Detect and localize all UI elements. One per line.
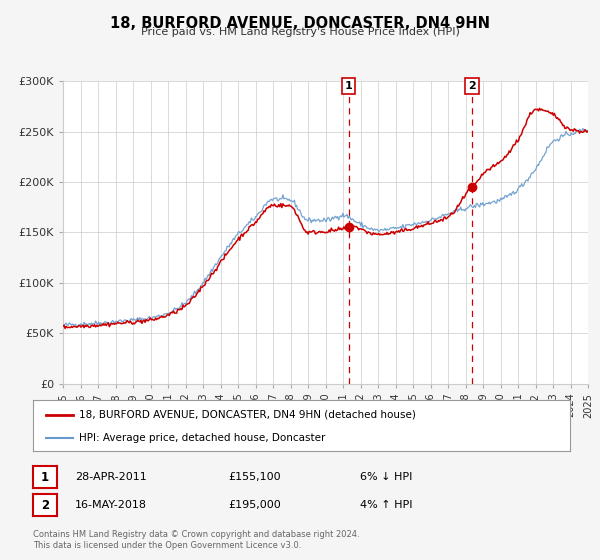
Text: £155,100: £155,100 bbox=[228, 472, 281, 482]
Text: 1: 1 bbox=[345, 81, 352, 91]
Text: 18, BURFORD AVENUE, DONCASTER, DN4 9HN (detached house): 18, BURFORD AVENUE, DONCASTER, DN4 9HN (… bbox=[79, 409, 416, 419]
Text: 2: 2 bbox=[468, 81, 476, 91]
Text: 1: 1 bbox=[41, 470, 49, 484]
Text: £195,000: £195,000 bbox=[228, 500, 281, 510]
Text: Price paid vs. HM Land Registry's House Price Index (HPI): Price paid vs. HM Land Registry's House … bbox=[140, 27, 460, 37]
Text: Contains HM Land Registry data © Crown copyright and database right 2024.: Contains HM Land Registry data © Crown c… bbox=[33, 530, 359, 539]
Text: This data is licensed under the Open Government Licence v3.0.: This data is licensed under the Open Gov… bbox=[33, 541, 301, 550]
Text: 6% ↓ HPI: 6% ↓ HPI bbox=[360, 472, 412, 482]
Text: HPI: Average price, detached house, Doncaster: HPI: Average price, detached house, Donc… bbox=[79, 433, 325, 443]
Text: 16-MAY-2018: 16-MAY-2018 bbox=[75, 500, 147, 510]
Text: 2: 2 bbox=[41, 498, 49, 512]
Text: 18, BURFORD AVENUE, DONCASTER, DN4 9HN: 18, BURFORD AVENUE, DONCASTER, DN4 9HN bbox=[110, 16, 490, 31]
Text: 4% ↑ HPI: 4% ↑ HPI bbox=[360, 500, 413, 510]
Text: 28-APR-2011: 28-APR-2011 bbox=[75, 472, 147, 482]
